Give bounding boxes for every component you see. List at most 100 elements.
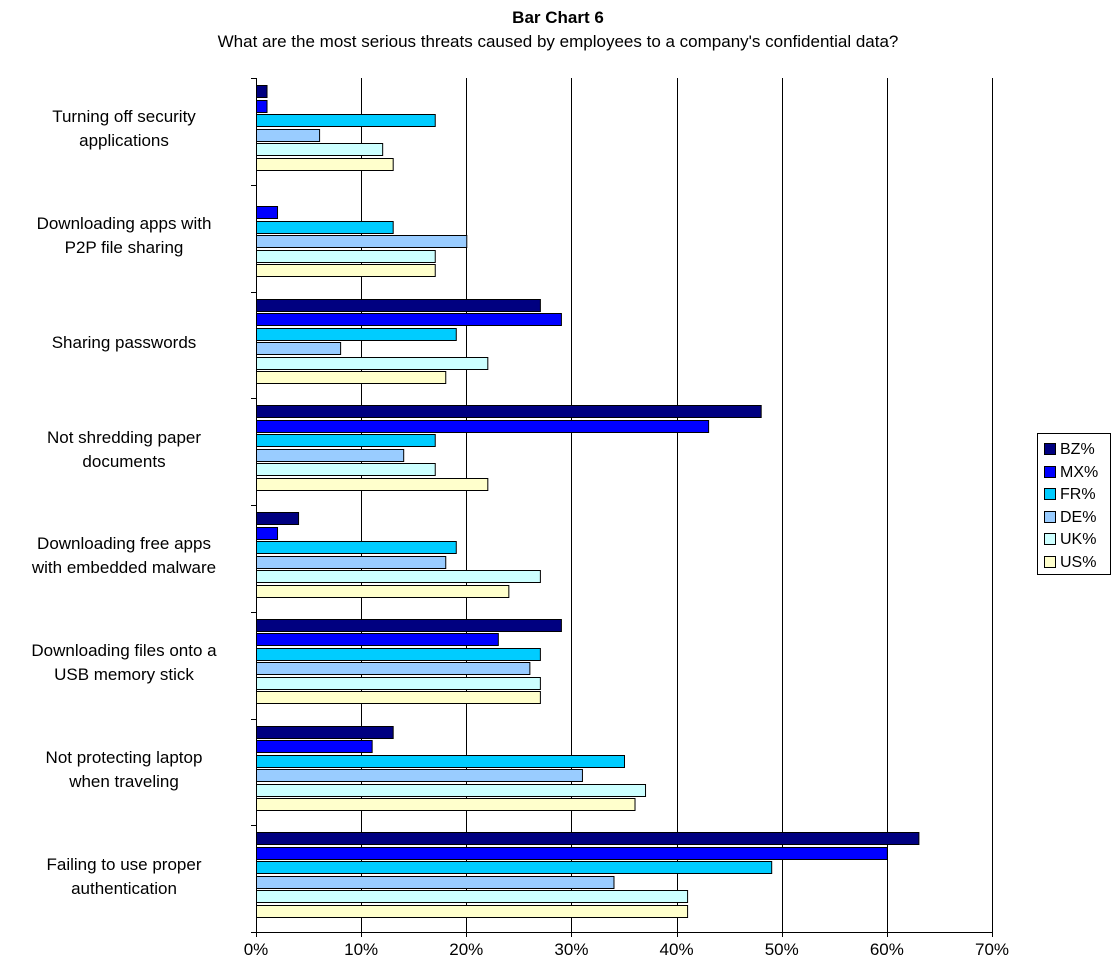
legend-item: DE% xyxy=(1044,508,1096,528)
category-label: Not shredding paper documents xyxy=(4,426,244,474)
bar xyxy=(256,371,447,384)
category-label-line: Turning off security xyxy=(52,107,196,127)
bar xyxy=(256,876,615,889)
category-label-line: Sharing passwords xyxy=(51,332,197,352)
bar xyxy=(256,357,489,370)
x-tick-label: 60% xyxy=(869,940,904,959)
bar xyxy=(256,648,541,661)
category-label-line: documents xyxy=(82,451,166,471)
legend-swatch xyxy=(1044,465,1056,478)
category-label-line: Downloading free apps xyxy=(37,534,211,554)
bar xyxy=(256,633,499,646)
category-label-line: applications xyxy=(79,131,169,151)
legend-swatch xyxy=(1044,510,1056,523)
category-label-line: USB memory stick xyxy=(54,665,194,685)
bar xyxy=(256,434,436,447)
legend-label: US% xyxy=(1060,553,1097,571)
bar xyxy=(256,250,436,263)
category-label-line: Downloading files onto a xyxy=(31,641,217,661)
x-tick-label: 30% xyxy=(554,940,589,959)
bar xyxy=(256,905,689,918)
category-label: Failing to use proper authentication xyxy=(4,853,244,901)
legend-label: FR% xyxy=(1060,486,1096,503)
bar xyxy=(256,129,321,142)
bar xyxy=(256,100,268,113)
legend-item: MX% xyxy=(1044,463,1098,483)
category-label: Sharing passwords xyxy=(4,331,244,355)
bar xyxy=(256,449,405,462)
category-label-line: when traveling xyxy=(69,771,179,791)
category-label-line: Failing to use proper xyxy=(46,854,202,874)
legend-swatch xyxy=(1044,443,1056,455)
bar xyxy=(256,619,562,632)
bar xyxy=(256,556,447,569)
category-label-line: Downloading apps with xyxy=(36,214,212,234)
legend-item: BZ% xyxy=(1044,440,1095,460)
legend-swatch xyxy=(1044,555,1056,568)
category-label: Not protecting laptop when traveling xyxy=(4,746,244,794)
x-tick-label: 50% xyxy=(764,940,799,959)
x-tick-label: 40% xyxy=(659,940,694,959)
bar xyxy=(256,677,541,690)
bar xyxy=(256,328,457,341)
category-label-line: Not protecting laptop xyxy=(45,747,203,767)
bar xyxy=(256,299,541,312)
bar xyxy=(256,478,489,491)
category-label: Turning off security applications xyxy=(4,105,244,153)
legend-label: MX% xyxy=(1060,463,1099,481)
bar xyxy=(256,755,625,768)
bar xyxy=(256,541,457,554)
bar xyxy=(256,235,468,248)
x-tick-label: 20% xyxy=(449,940,484,959)
bar xyxy=(256,769,583,782)
bar xyxy=(256,114,436,127)
bar xyxy=(256,527,279,540)
bar xyxy=(256,740,373,753)
bar xyxy=(256,342,342,355)
legend-label: DE% xyxy=(1060,508,1097,526)
legend-label: BZ% xyxy=(1060,441,1095,458)
legend-swatch xyxy=(1044,488,1056,500)
bar xyxy=(256,784,647,797)
legend: BZ% MX% FR% DE% UK% US% xyxy=(1037,433,1111,575)
bar xyxy=(256,691,541,704)
category-label: Downloading free apps with embedded malwa… xyxy=(4,532,244,580)
bar xyxy=(256,832,920,845)
legend-item: US% xyxy=(1044,553,1096,573)
bar xyxy=(256,264,436,277)
bar xyxy=(256,405,762,418)
bar xyxy=(256,313,562,326)
chart-subtitle: What are the most serious threats caused… xyxy=(217,32,899,51)
bar xyxy=(256,420,710,433)
bar xyxy=(256,85,268,98)
bar xyxy=(256,890,689,903)
bar xyxy=(256,463,436,476)
bar xyxy=(256,847,888,860)
legend-item: UK% xyxy=(1044,530,1096,550)
bar xyxy=(256,512,300,525)
legend-label: UK% xyxy=(1060,531,1097,548)
x-tick-label: 10% xyxy=(344,940,379,959)
x-tick-label: 70% xyxy=(974,940,1010,959)
x-tick-label: 0% xyxy=(243,940,269,959)
bar xyxy=(256,585,510,598)
bar xyxy=(256,798,636,811)
bar xyxy=(256,221,394,234)
bar xyxy=(256,861,773,874)
category-label: Downloading apps with P2P file sharing xyxy=(4,212,244,260)
category-label-line: Not shredding paper xyxy=(46,427,202,447)
bar xyxy=(256,206,279,219)
bar xyxy=(256,726,394,739)
bar xyxy=(256,158,394,171)
legend-item: FR% xyxy=(1044,485,1096,505)
legend-swatch xyxy=(1044,533,1056,545)
bar xyxy=(256,143,384,156)
chart-title: Bar Chart 6 xyxy=(512,8,604,27)
bar xyxy=(256,570,541,583)
bar xyxy=(256,662,531,675)
category-label-line: P2P file sharing xyxy=(64,238,184,258)
category-label: Downloading files onto a USB memory stick xyxy=(4,639,244,687)
category-label-line: with embedded malware xyxy=(31,558,217,578)
category-label-line: authentication xyxy=(71,878,177,898)
